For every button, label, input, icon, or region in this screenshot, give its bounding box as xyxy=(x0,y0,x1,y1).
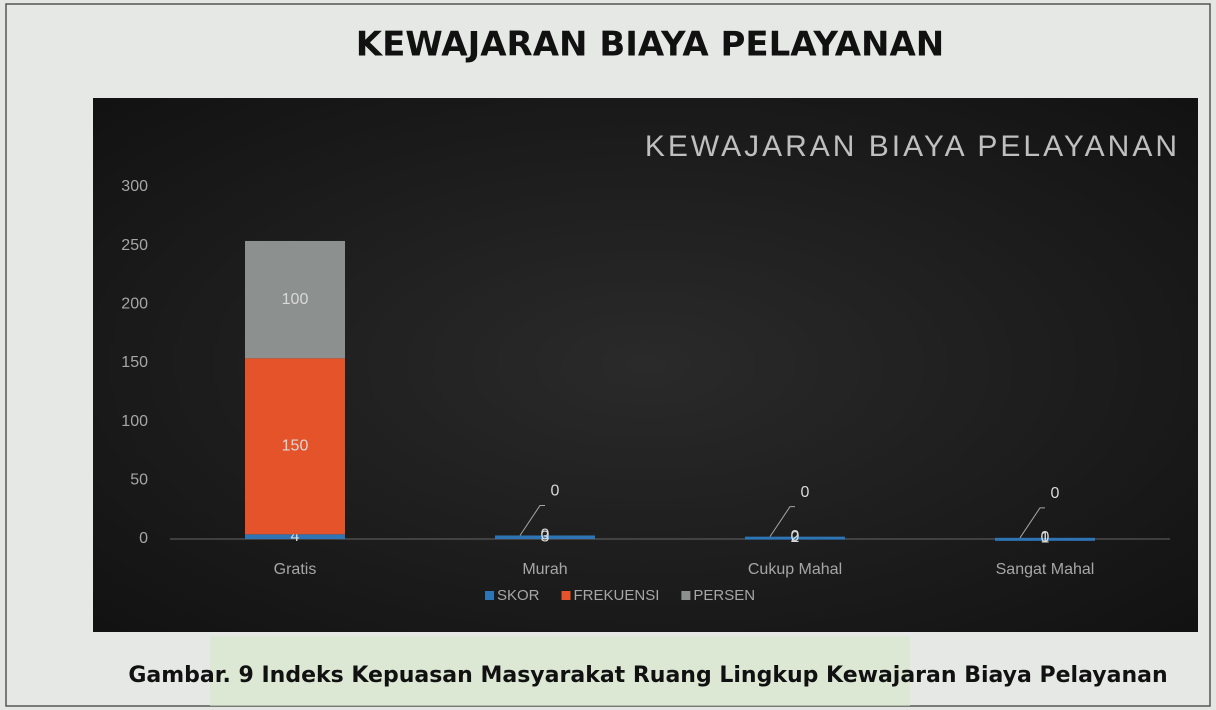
legend-label: PERSEN xyxy=(693,587,755,604)
y-tick-label: 200 xyxy=(121,296,148,313)
chart-title: KEWAJARAN BIAYA PELAYANAN xyxy=(645,130,1180,163)
label-leader xyxy=(519,504,545,536)
bar-segment xyxy=(245,534,345,539)
y-tick-label: 250 xyxy=(121,237,148,254)
label-leader xyxy=(769,506,795,537)
legend-label: FREKUENSI xyxy=(574,587,660,604)
watermark xyxy=(210,636,910,706)
y-tick-label: 100 xyxy=(121,413,148,430)
data-label: 3 xyxy=(541,528,550,545)
x-tick-label: Gratis xyxy=(274,561,317,578)
data-label: 0 xyxy=(1051,485,1060,502)
legend-swatch xyxy=(681,591,691,600)
x-tick-label: Cukup Mahal xyxy=(748,561,842,578)
data-label: 0 xyxy=(801,484,810,501)
bar-segment xyxy=(745,536,845,540)
legend-label: SKOR xyxy=(497,587,540,604)
y-tick-label: 50 xyxy=(130,472,148,489)
y-tick-label: 0 xyxy=(139,530,148,547)
legend-swatch xyxy=(485,591,494,600)
bar-segment xyxy=(495,535,595,539)
data-label: 0 xyxy=(1041,529,1050,546)
caption: Gambar. 9 Indeks Kepuasan Masyarakat Rua… xyxy=(128,663,1167,688)
data-label: 0 xyxy=(791,528,800,545)
x-tick-label: Sangat Mahal xyxy=(996,561,1095,578)
bar-segment xyxy=(245,358,345,535)
label-leader xyxy=(1019,507,1045,539)
legend-swatch xyxy=(561,591,571,600)
data-label: 4 xyxy=(291,528,300,545)
y-tick-label: 300 xyxy=(121,178,148,195)
x-tick-label: Murah xyxy=(522,561,567,578)
data-label: 100 xyxy=(282,291,309,308)
data-label: 0 xyxy=(541,527,550,544)
data-label: 1 xyxy=(1041,530,1050,547)
data-label: 150 xyxy=(282,438,309,455)
data-label: 2 xyxy=(791,529,800,546)
bar-segment xyxy=(245,240,345,359)
y-tick-label: 150 xyxy=(121,354,148,371)
page-title: KEWAJARAN BIAYA PELAYANAN xyxy=(356,25,945,65)
bar-segment xyxy=(995,537,1095,541)
data-label: 0 xyxy=(551,483,560,500)
